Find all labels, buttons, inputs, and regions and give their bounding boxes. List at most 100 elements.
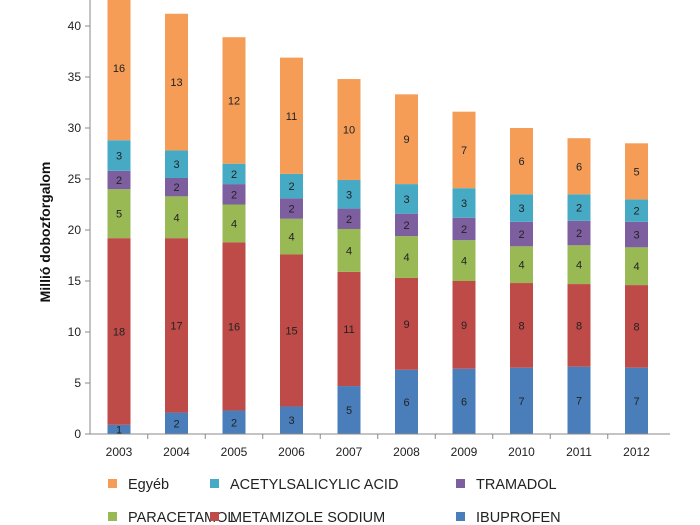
data-label: 8 [633, 321, 639, 333]
data-label: 18 [113, 326, 125, 338]
data-label: 6 [403, 397, 409, 409]
data-label: 7 [576, 395, 582, 407]
x-tick-label: 2007 [336, 445, 363, 459]
y-tick-label: 25 [68, 172, 82, 186]
legend-swatch [210, 512, 219, 521]
data-label: 2 [576, 203, 582, 215]
bar-segment-acetylsalicylic-acid [510, 194, 533, 222]
y-tick-label: 35 [68, 70, 82, 84]
legend-label: Egyéb [128, 477, 169, 493]
y-tick-label: 15 [68, 274, 82, 288]
data-label: 4 [288, 232, 294, 244]
bar-segment-ibuprofen [510, 367, 533, 434]
x-axis: 2003 2004 2005 2006 2007 2008 2009 2010 2011 2012 [90, 433, 670, 459]
bar-segment-paracetamol [165, 196, 188, 239]
y-tick-label: 5 [74, 376, 81, 390]
bar-segment-ibuprofen [165, 412, 188, 434]
data-label: 11 [286, 111, 297, 123]
bar-segment-metamizole-sodium [510, 283, 533, 368]
bar-segment-paracetamol [625, 247, 648, 286]
bar-segment-acetylsalicylic-acid [107, 140, 131, 171]
x-tick-label: 2004 [163, 445, 190, 459]
data-label: 4 [403, 252, 409, 264]
data-label: 2 [288, 181, 294, 193]
bar-segment-metamizole-sodium [567, 284, 591, 367]
bar-segment-metamizole-sodium [625, 285, 648, 368]
data-label: 6 [461, 396, 467, 408]
data-label: 5 [633, 166, 639, 178]
legend-swatch [108, 512, 117, 521]
bar-segment-tramadol [165, 177, 188, 197]
bar-segment-paracetamol [510, 246, 533, 284]
data-label: 2 [288, 204, 294, 216]
bar-segment-ibuprofen [395, 369, 418, 434]
x-tick-label: 2008 [393, 445, 420, 459]
bar-segment-egy-b [395, 94, 418, 185]
bar-segment-tramadol [280, 198, 303, 219]
data-label: 2 [461, 224, 467, 236]
bar-segment-tramadol [625, 221, 648, 248]
bar-segment-paracetamol [280, 218, 303, 255]
bar-segment-metamizole-sodium [280, 254, 303, 407]
data-label: 2 [116, 175, 122, 187]
bar-segment-metamizole-sodium [337, 271, 361, 387]
data-label: 4 [231, 218, 237, 230]
data-label: 1 [116, 424, 122, 436]
data-label: 4 [518, 260, 524, 272]
data-label: 8 [576, 320, 582, 332]
data-label: 2 [231, 189, 237, 201]
data-label: 12 [228, 95, 240, 107]
data-label: 2 [633, 206, 639, 218]
bar-segment-tramadol [395, 213, 418, 237]
data-label: 4 [633, 261, 639, 273]
data-label: 16 [228, 321, 240, 333]
data-label: 9 [461, 320, 467, 332]
bar-segment-tramadol [337, 208, 361, 229]
bar-segment-acetylsalicylic-acid [165, 150, 188, 178]
bar-segment-egy-b [625, 143, 648, 200]
bar-segment-egy-b [280, 57, 303, 174]
x-tick-label: 2010 [508, 445, 535, 459]
data-label: 3 [346, 189, 352, 201]
data-label: 3 [288, 415, 294, 427]
bar-segment-tramadol [222, 184, 246, 205]
legend: Egyéb ACETYLSALICYLIC ACID TRAMADOL PARACET… [108, 477, 561, 525]
data-label: 4 [576, 260, 582, 272]
data-label: 3 [461, 198, 467, 210]
bar-segment-metamizole-sodium [395, 277, 418, 370]
legend-swatch [108, 479, 117, 488]
data-label: 3 [518, 203, 524, 215]
bar-segment-acetylsalicylic-acid [625, 199, 648, 222]
bar-segment-ibuprofen [107, 424, 131, 434]
data-label: 2 [173, 418, 179, 430]
data-label: 4 [461, 256, 467, 268]
legend-label: METAMIZOLE SODIUM [230, 510, 385, 525]
bar-segment-metamizole-sodium [452, 281, 476, 369]
data-label: 9 [403, 319, 409, 331]
bar-segment-ibuprofen [452, 368, 476, 434]
y-tick-label: 0 [74, 427, 81, 441]
y-axis: 0 5 10 15 20 25 30 35 40 [68, 0, 91, 441]
bar-segment-acetylsalicylic-acid [395, 184, 418, 214]
bar-segment-paracetamol [395, 236, 418, 278]
data-label: 3 [116, 151, 122, 163]
bar-segment-egy-b [567, 138, 591, 195]
data-label: 2 [576, 228, 582, 240]
data-label: 13 [170, 77, 182, 89]
bar-segment-ibuprofen [222, 410, 246, 434]
legend-swatch [456, 512, 465, 521]
data-label: 4 [173, 212, 179, 224]
bar-segment-metamizole-sodium [107, 238, 131, 425]
bar-segment-metamizole-sodium [165, 238, 188, 413]
bar-segment-tramadol [567, 220, 591, 246]
data-label: 16 [113, 63, 125, 75]
data-label: 17 [170, 320, 182, 332]
data-label: 8 [518, 320, 524, 332]
legend-swatch [210, 479, 219, 488]
y-tick-label: 20 [68, 223, 82, 237]
bar-segment-egy-b [107, 0, 131, 141]
legend-label: TRAMADOL [476, 477, 557, 493]
data-label: 2 [346, 214, 352, 226]
x-tick-label: 2006 [278, 445, 305, 459]
